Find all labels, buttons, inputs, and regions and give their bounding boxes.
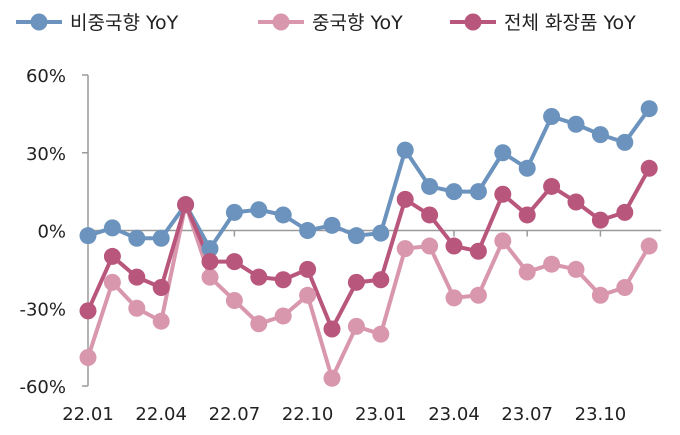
data-point-series-2 xyxy=(518,206,536,224)
data-point-series-0 xyxy=(250,201,268,219)
data-point-series-0 xyxy=(274,206,292,224)
data-point-series-2 xyxy=(616,203,634,221)
data-point-series-0 xyxy=(201,240,219,258)
data-point-series-0 xyxy=(567,115,585,133)
data-point-series-2 xyxy=(421,206,439,224)
data-point-series-0 xyxy=(518,159,536,177)
data-point-series-2 xyxy=(128,268,146,286)
data-point-series-2 xyxy=(543,177,561,195)
x-tick-label: 22.07 xyxy=(209,404,261,425)
data-point-series-0 xyxy=(103,219,121,237)
y-tick-label: -30% xyxy=(19,299,66,320)
data-point-series-2 xyxy=(201,253,219,271)
x-tick-label: 23.07 xyxy=(501,404,553,425)
data-point-series-1 xyxy=(152,312,170,330)
legend: 비중국향 YoY 중국향 YoY 전체 화장품 YoY xyxy=(16,12,636,34)
legend-label-2: 전체 화장품 YoY xyxy=(504,12,636,34)
data-point-series-1 xyxy=(323,369,341,387)
data-point-series-0 xyxy=(152,229,170,247)
x-tick-label: 22.10 xyxy=(282,404,334,425)
data-point-series-0 xyxy=(616,133,634,151)
data-point-series-0 xyxy=(347,227,365,245)
data-point-series-0 xyxy=(299,222,317,239)
data-point-series-0 xyxy=(372,224,390,242)
data-point-series-0 xyxy=(640,100,658,118)
data-point-series-2 xyxy=(152,279,170,297)
data-point-series-0 xyxy=(79,227,97,245)
x-tick-label: 23.01 xyxy=(355,404,407,425)
data-point-series-1 xyxy=(274,307,292,325)
data-point-series-0 xyxy=(591,126,609,144)
data-point-series-1 xyxy=(372,325,390,343)
data-point-series-2 xyxy=(177,196,195,214)
data-point-series-0 xyxy=(128,229,146,247)
data-point-series-0 xyxy=(323,216,341,234)
x-tick-label: 22.01 xyxy=(62,404,114,425)
data-point-series-0 xyxy=(396,141,414,159)
y-tick-label: -60% xyxy=(19,377,66,398)
data-point-series-2 xyxy=(494,185,512,203)
data-point-series-1 xyxy=(591,286,609,304)
data-point-series-0 xyxy=(469,183,487,201)
data-point-series-1 xyxy=(299,286,317,304)
data-point-series-2 xyxy=(225,253,243,271)
legend-marker-1 xyxy=(272,13,290,31)
data-point-series-2 xyxy=(347,273,365,291)
legend-label-0: 비중국향 YoY xyxy=(70,12,179,34)
data-point-series-1 xyxy=(567,260,585,278)
data-point-series-1 xyxy=(128,299,146,317)
data-point-series-1 xyxy=(640,237,658,255)
data-point-series-1 xyxy=(250,315,268,333)
data-point-series-2 xyxy=(250,268,268,286)
series-line-2 xyxy=(86,167,651,331)
data-point-series-2 xyxy=(640,159,658,177)
data-point-series-2 xyxy=(103,247,121,265)
x-axis: 22.01 22.04 22.07 22.10 23.01 23.04 23.07 23.10 xyxy=(62,229,662,425)
data-point-series-0 xyxy=(445,183,463,201)
data-point-series-1 xyxy=(347,317,365,335)
data-point-series-2 xyxy=(79,302,97,320)
data-point-series-2 xyxy=(299,260,317,278)
y-tick-label: 0% xyxy=(37,222,66,243)
data-point-series-1 xyxy=(103,273,121,291)
y-tick-label: 30% xyxy=(26,144,66,165)
data-point-series-1 xyxy=(201,268,219,286)
data-point-series-0 xyxy=(494,144,512,162)
data-point-series-2 xyxy=(274,271,292,289)
legend-label-1: 중국향 YoY xyxy=(312,12,403,34)
data-point-series-2 xyxy=(469,242,487,260)
data-point-series-0 xyxy=(543,107,561,125)
data-point-series-1 xyxy=(396,240,414,258)
data-point-series-1 xyxy=(421,237,439,255)
legend-marker-0 xyxy=(30,13,48,31)
x-tick-label: 23.04 xyxy=(428,404,480,425)
x-tick-label: 22.04 xyxy=(135,404,187,425)
data-point-series-2 xyxy=(323,320,341,338)
legend-marker-2 xyxy=(464,13,482,31)
y-tick-label: 60% xyxy=(26,66,66,87)
data-point-series-2 xyxy=(372,271,390,289)
data-point-series-1 xyxy=(79,348,97,366)
data-point-series-2 xyxy=(445,237,463,255)
data-point-series-2 xyxy=(567,193,585,211)
data-point-series-1 xyxy=(225,291,243,309)
x-tick-label: 23.10 xyxy=(575,404,627,425)
data-point-series-1 xyxy=(518,263,536,281)
data-point-series-2 xyxy=(591,211,609,229)
data-point-series-1 xyxy=(494,232,512,250)
data-point-series-0 xyxy=(225,203,243,221)
data-point-series-0 xyxy=(421,177,439,195)
data-point-series-1 xyxy=(445,289,463,307)
data-point-series-1 xyxy=(616,279,634,297)
y-axis: 60% 30% 0% -30% -60% xyxy=(19,66,89,398)
data-point-series-1 xyxy=(469,286,487,304)
data-point-series-2 xyxy=(396,190,414,208)
series-line-0 xyxy=(87,107,651,251)
data-point-series-1 xyxy=(543,255,561,273)
plot-area xyxy=(79,100,658,387)
